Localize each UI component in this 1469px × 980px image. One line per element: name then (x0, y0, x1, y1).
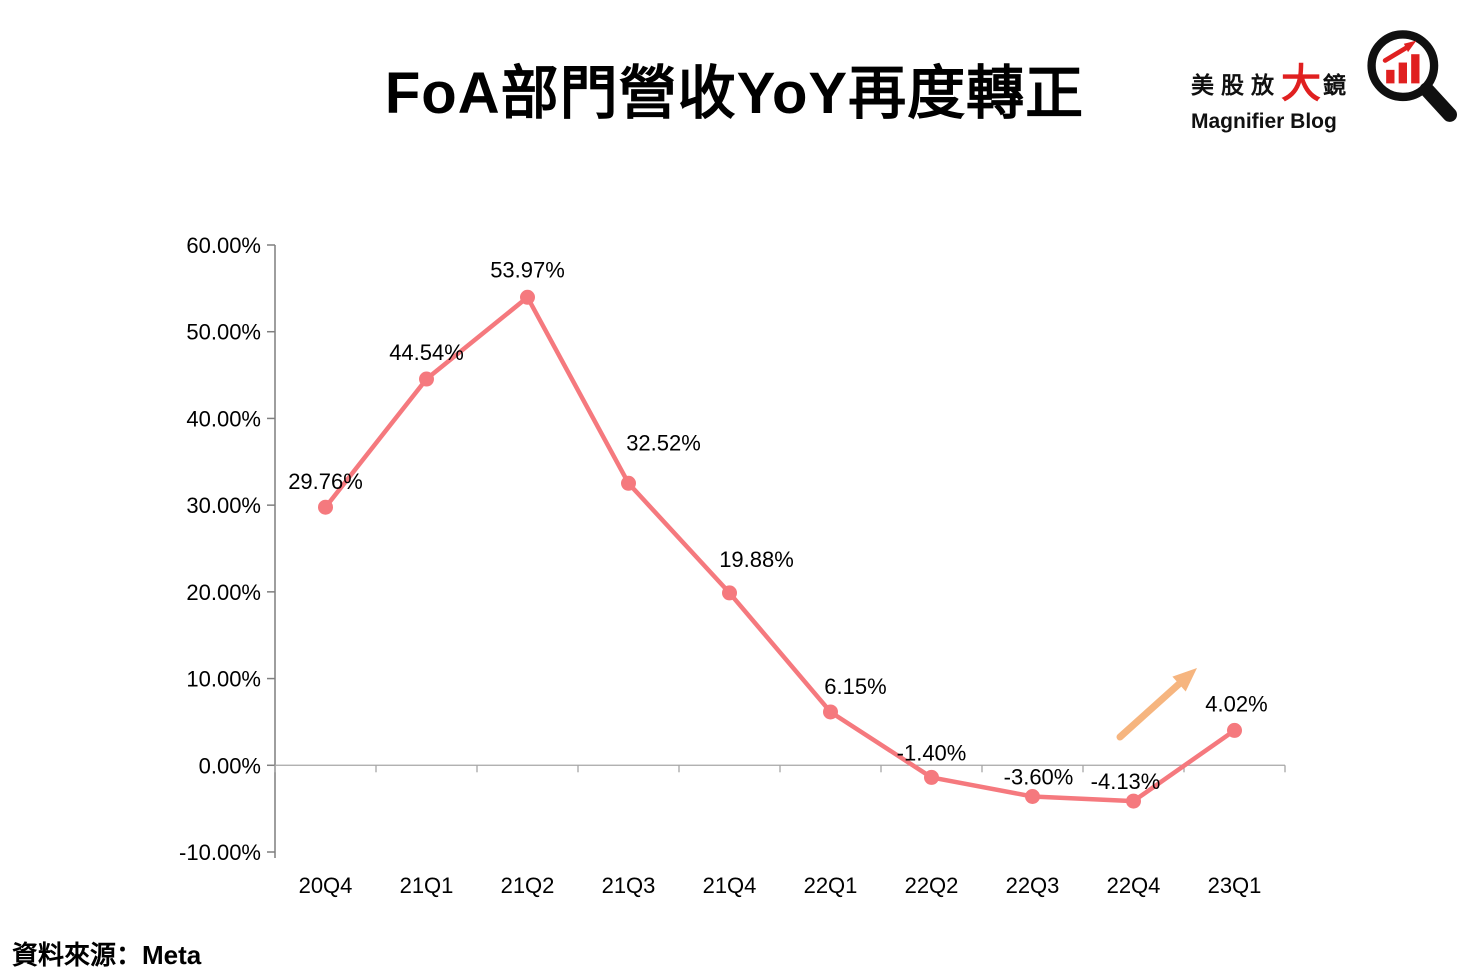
data-label: 53.97% (490, 257, 565, 282)
data-label: 44.54% (389, 340, 464, 365)
x-axis-label: 21Q1 (400, 873, 454, 898)
x-axis-label: 22Q1 (804, 873, 858, 898)
x-axis-label: 23Q1 (1208, 873, 1262, 898)
data-point (520, 289, 535, 305)
y-axis-label: -10.00% (179, 840, 261, 865)
data-label: 32.52% (626, 430, 701, 455)
data-point (1227, 722, 1242, 738)
trend-arrow (1116, 680, 1183, 741)
brand-subtitle: Magnifier Blog (1191, 110, 1337, 133)
x-axis-label: 21Q4 (703, 873, 757, 898)
magnifier-chart-icon (1367, 30, 1457, 122)
series-line (323, 295, 1237, 804)
icon-bar-medium (1398, 62, 1407, 84)
data-point (419, 371, 434, 387)
data-label: 6.15% (824, 674, 886, 699)
x-axis-label: 22Q4 (1107, 873, 1161, 898)
data-label: -1.40% (897, 740, 967, 765)
source-note: 資料來源：Meta (12, 940, 202, 970)
data-label: -3.60% (1004, 765, 1074, 790)
icon-bar-large (1411, 54, 1420, 84)
data-point (823, 704, 838, 720)
data-point (924, 769, 939, 785)
y-axis-label: 0.00% (199, 753, 261, 778)
brand-logo: 美股放大鏡 Magnifier Blog (1191, 24, 1457, 134)
y-axis-label: 40.00% (186, 406, 261, 431)
data-point (621, 475, 636, 491)
icon-bar-small (1386, 69, 1395, 84)
brand-name: 美股放大鏡 (1191, 64, 1353, 104)
x-axis-label: 20Q4 (299, 873, 353, 898)
brand-big-char: 大 (1281, 62, 1323, 106)
x-axis-label: 21Q2 (501, 873, 555, 898)
brand-suffix: 鏡 (1323, 72, 1353, 98)
brand-prefix: 美股放 (1191, 72, 1281, 98)
data-point (1126, 793, 1141, 809)
x-axis-label: 22Q3 (1006, 873, 1060, 898)
data-point (1025, 789, 1040, 805)
y-axis-label: 10.00% (186, 667, 261, 692)
y-axis-label: 60.00% (186, 233, 261, 258)
y-axis-label: 20.00% (186, 580, 261, 605)
icon-arrow-shaft (1382, 45, 1409, 63)
data-label: 4.02% (1205, 691, 1267, 716)
data-point (722, 585, 737, 601)
data-label: 29.76% (288, 469, 363, 494)
data-label: -4.13% (1091, 769, 1161, 794)
data-label: 19.88% (719, 547, 794, 572)
magnifier-handle (1419, 82, 1457, 122)
page-title: FoA部門營收YoY再度轉正 (384, 61, 1085, 126)
x-axis-label: 22Q2 (905, 873, 959, 898)
y-axis-label: 30.00% (186, 493, 261, 518)
brand-text: 美股放大鏡 Magnifier Blog (1191, 64, 1353, 134)
trend-arrow-head (1172, 668, 1197, 692)
icon-arrow-head (1403, 40, 1417, 53)
y-axis-label: 50.00% (186, 320, 261, 345)
x-axis-label: 21Q3 (602, 873, 656, 898)
data-point (318, 499, 333, 515)
